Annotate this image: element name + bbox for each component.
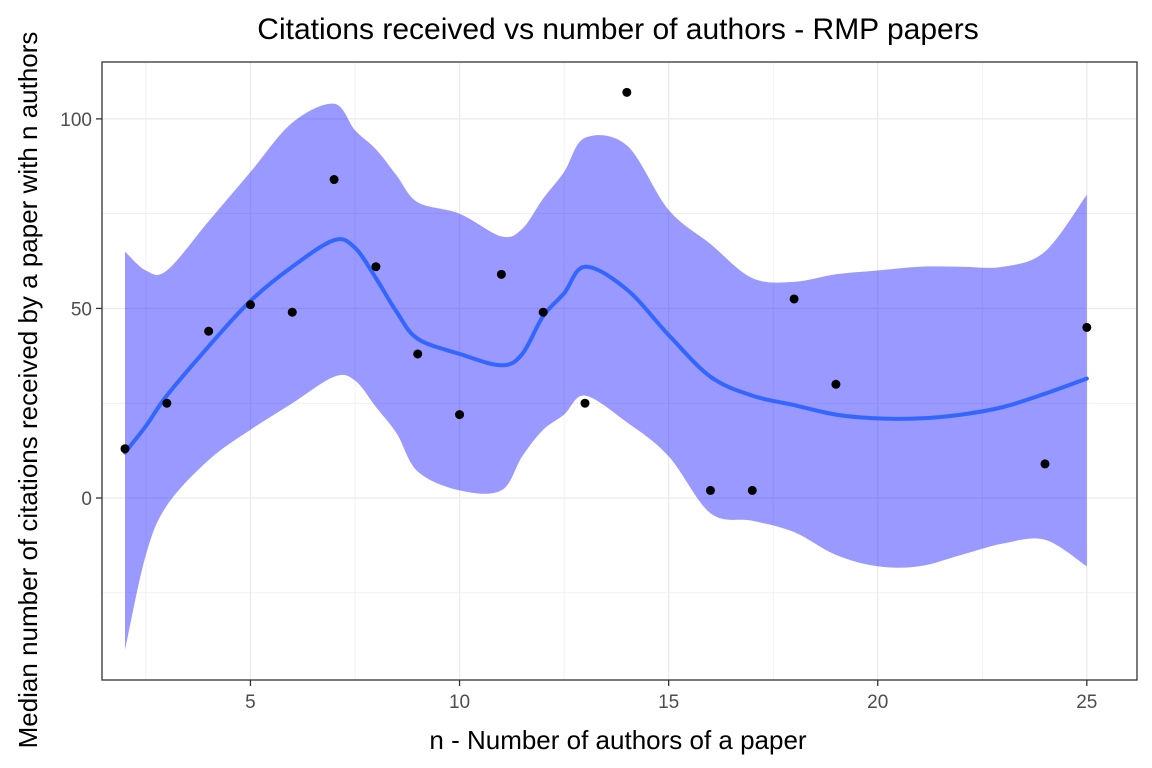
data-point bbox=[789, 294, 799, 304]
y-tick-label: 50 bbox=[71, 299, 92, 320]
x-tick-label: 10 bbox=[449, 692, 470, 713]
data-point bbox=[496, 269, 506, 279]
data-point bbox=[455, 410, 465, 420]
chart-title: Citations received vs number of authors … bbox=[257, 13, 978, 46]
x-axis-label: n - Number of authors of a paper bbox=[429, 725, 807, 755]
x-tick-label: 15 bbox=[658, 692, 679, 713]
y-axis: 0 50 100 bbox=[60, 110, 102, 510]
y-axis-label: Median number of citations received by a… bbox=[13, 32, 43, 749]
panel-border bbox=[101, 61, 1138, 681]
x-tick-label: 25 bbox=[1076, 692, 1097, 713]
x-tick-label: 20 bbox=[867, 692, 888, 713]
data-point bbox=[371, 262, 381, 272]
data-point bbox=[204, 326, 214, 336]
data-point bbox=[162, 398, 172, 408]
data-point bbox=[538, 307, 548, 317]
data-point bbox=[413, 349, 423, 359]
data-point bbox=[1082, 322, 1092, 332]
data-point bbox=[747, 485, 757, 495]
data-point bbox=[329, 175, 339, 185]
x-tick-label: 5 bbox=[245, 692, 256, 713]
data-point bbox=[287, 307, 297, 317]
data-point bbox=[120, 444, 130, 454]
data-point bbox=[580, 398, 590, 408]
confidence-band bbox=[125, 103, 1087, 650]
y-tick-label: 0 bbox=[81, 489, 92, 510]
plot-panel bbox=[102, 62, 1137, 680]
data-point bbox=[705, 485, 715, 495]
data-point bbox=[831, 379, 841, 389]
data-point bbox=[245, 300, 255, 310]
x-axis: 5 10 15 20 25 bbox=[245, 680, 1097, 713]
data-point bbox=[622, 87, 632, 97]
grid-major bbox=[102, 62, 1137, 680]
grid-minor bbox=[102, 62, 1137, 680]
points-layer bbox=[120, 87, 1092, 495]
y-tick-label: 100 bbox=[60, 110, 92, 131]
data-point bbox=[1040, 459, 1050, 469]
